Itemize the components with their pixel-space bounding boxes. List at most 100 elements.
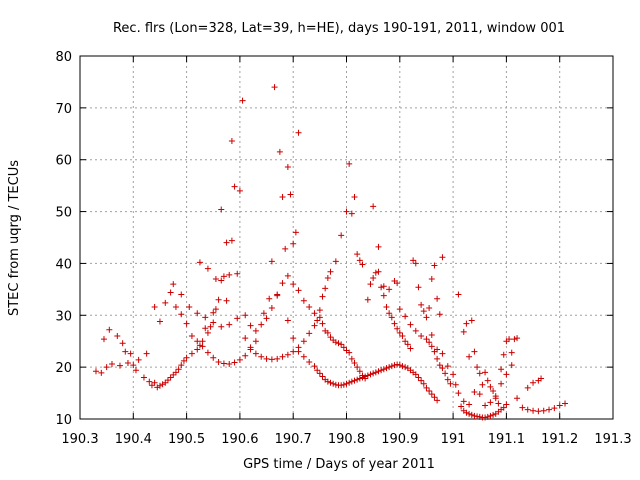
x-tick-label: 190.3	[61, 432, 98, 447]
data-point	[356, 257, 363, 264]
data-point	[434, 295, 441, 302]
data-point	[314, 367, 321, 374]
data-point	[327, 334, 334, 341]
data-point	[428, 343, 435, 350]
data-point	[290, 281, 297, 288]
data-point	[476, 391, 483, 398]
data-point	[306, 330, 313, 337]
data-point	[247, 344, 254, 351]
data-point	[279, 194, 286, 201]
x-axis: 190.3 190.4 190.5 190.6 190.7 190.8 190.9 191 19…	[61, 56, 632, 447]
data-point	[466, 401, 473, 408]
data-point	[530, 379, 537, 386]
data-point	[444, 363, 451, 370]
data-point	[426, 387, 433, 394]
data-point	[471, 348, 478, 355]
data-point	[332, 381, 339, 388]
data-point	[524, 406, 531, 413]
data-point	[535, 408, 542, 415]
data-point	[562, 400, 569, 407]
data-point	[431, 262, 438, 269]
data-point	[394, 361, 401, 368]
data-point	[268, 356, 275, 363]
x-tick-label: 191	[441, 432, 466, 447]
x-tick-label: 191.3	[594, 432, 631, 447]
data-point	[295, 287, 302, 294]
data-point	[468, 411, 475, 418]
data-point	[215, 296, 222, 303]
data-point	[351, 194, 358, 201]
data-point	[348, 355, 355, 362]
data-point	[476, 370, 483, 377]
data-point	[383, 303, 390, 310]
data-point	[431, 394, 438, 401]
data-point	[204, 329, 211, 336]
data-point	[287, 191, 294, 198]
data-point	[388, 363, 395, 370]
data-point	[428, 391, 435, 398]
data-point	[242, 335, 249, 342]
x-tick-label: 191.2	[541, 432, 578, 447]
data-point	[354, 364, 361, 371]
data-point	[98, 369, 105, 376]
data-point	[194, 346, 201, 353]
data-point	[402, 313, 409, 320]
data-point	[199, 343, 206, 350]
data-point	[218, 277, 225, 284]
data-point	[471, 412, 478, 419]
data-point	[514, 395, 521, 402]
data-point	[348, 210, 355, 217]
data-point	[108, 361, 115, 368]
x-tick-label: 190.9	[381, 432, 418, 447]
data-point	[122, 348, 129, 355]
data-point	[444, 376, 451, 383]
data-point	[418, 377, 425, 384]
data-point	[188, 350, 195, 357]
data-point	[162, 379, 169, 386]
data-point	[463, 409, 470, 416]
y-axis: 10 20 30 40 50 60 70 80	[55, 50, 613, 428]
data-point	[386, 286, 393, 293]
data-point	[335, 340, 342, 347]
data-point	[167, 289, 174, 296]
y-tick-label: 50	[55, 206, 72, 221]
data-point	[234, 270, 241, 277]
data-point	[450, 371, 457, 378]
x-tick-label: 190.6	[221, 432, 258, 447]
data-point	[274, 355, 281, 362]
data-point	[479, 381, 486, 388]
data-point	[514, 335, 521, 342]
x-axis-label: GPS time / Days of year 2011	[243, 457, 435, 472]
data-point	[511, 336, 518, 343]
data-point	[220, 360, 227, 367]
data-point	[258, 353, 265, 360]
data-point	[223, 239, 230, 246]
data-point	[215, 358, 222, 365]
data-point	[474, 413, 481, 420]
data-point	[442, 370, 449, 377]
data-point	[356, 375, 363, 382]
data-point	[412, 260, 419, 267]
data-point	[268, 305, 275, 312]
y-tick-label: 30	[55, 309, 72, 324]
data-point	[231, 183, 238, 190]
data-point	[135, 356, 142, 363]
data-point	[474, 364, 481, 371]
data-point	[375, 368, 382, 375]
data-point	[290, 240, 297, 247]
data-point	[530, 407, 537, 414]
data-point	[236, 356, 243, 363]
data-point	[324, 329, 331, 336]
data-point	[156, 382, 163, 389]
data-point	[236, 187, 243, 194]
data-point	[151, 303, 158, 310]
data-point	[338, 382, 345, 389]
data-point	[420, 380, 427, 387]
data-point	[519, 404, 526, 411]
data-point	[231, 359, 238, 366]
data-point	[370, 203, 377, 210]
data-point	[274, 292, 281, 299]
data-point	[386, 364, 393, 371]
data-point	[196, 342, 203, 349]
data-point	[418, 301, 425, 308]
